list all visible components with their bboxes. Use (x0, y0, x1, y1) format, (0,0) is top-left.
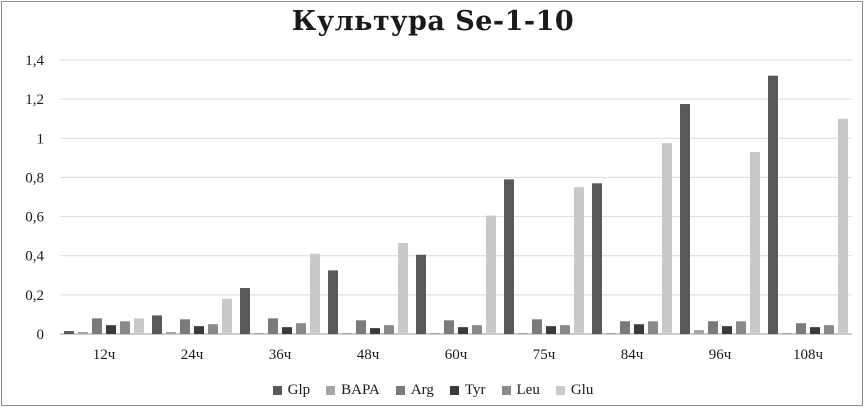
legend-label: Tyr (464, 382, 486, 398)
bar (78, 332, 88, 334)
bar (782, 333, 792, 334)
bar (504, 179, 514, 334)
legend-label: Glp (287, 382, 311, 398)
bar (370, 328, 380, 334)
bar (120, 321, 130, 334)
bar (458, 327, 468, 334)
legend-item: Tyr (449, 382, 486, 399)
x-axis-ticks: 12ч 24ч 36ч 48ч 60ч 75ч 84ч 96ч 108ч (93, 347, 824, 363)
legend-item: Arg (395, 382, 434, 399)
bar (750, 151, 760, 334)
bar (810, 327, 820, 334)
bar (398, 242, 408, 334)
legend-swatch (555, 386, 565, 395)
legend: Glp BAPA Arg Tyr Leu Glu (0, 382, 866, 399)
legend-item: BAPA (326, 382, 380, 399)
bar (532, 319, 542, 334)
bar (152, 315, 162, 334)
legend-label: BAPA (341, 382, 380, 398)
x-tick-label: 60ч (445, 347, 468, 363)
bar (838, 118, 848, 334)
bar (254, 333, 264, 334)
legend-swatch (326, 386, 336, 395)
bar (694, 330, 704, 334)
legend-item: Glu (555, 382, 594, 399)
bar (92, 318, 102, 334)
legend-item: Leu (501, 382, 540, 399)
x-tick-label: 36ч (269, 347, 292, 363)
bar (736, 321, 746, 334)
bar (546, 326, 556, 334)
bar (240, 288, 250, 334)
bar (518, 333, 528, 334)
bar (662, 143, 672, 334)
bar (268, 318, 278, 334)
bar (634, 324, 644, 334)
y-tick-label: 1 (37, 131, 45, 147)
legend-label: Glu (570, 382, 594, 398)
x-tick-label: 96ч (709, 347, 732, 363)
y-axis-ticks: 0 0,2 0,4 0,6 0,8 1 1,2 1,4 (25, 53, 44, 343)
bar (222, 298, 232, 334)
x-tick-label: 48ч (357, 347, 380, 363)
bar (416, 254, 426, 334)
bar (560, 325, 570, 334)
bar (796, 323, 806, 334)
bar (328, 270, 338, 334)
bar (310, 253, 320, 334)
x-tick-label: 108ч (793, 347, 824, 363)
bar (194, 326, 204, 334)
bar (430, 333, 440, 334)
bar (296, 323, 306, 334)
bar (824, 325, 834, 334)
bar (180, 319, 190, 334)
bar (282, 327, 292, 334)
bar (592, 183, 602, 334)
bar (648, 321, 658, 334)
bar (356, 320, 366, 334)
x-tick-label: 24ч (181, 347, 204, 363)
legend-swatch (501, 386, 511, 395)
bar (384, 325, 394, 334)
y-tick-label: 0,8 (25, 170, 44, 186)
y-tick-label: 0,2 (25, 288, 44, 304)
gridlines (60, 59, 852, 335)
legend-swatch (272, 386, 282, 395)
bar (486, 215, 496, 334)
bar (722, 326, 732, 334)
legend-item: Glp (272, 382, 311, 399)
bar (708, 321, 718, 334)
legend-swatch (449, 386, 459, 395)
bar (620, 321, 630, 334)
bar (680, 104, 690, 335)
bar (606, 333, 616, 334)
y-tick-label: 0 (37, 327, 45, 343)
bar (342, 333, 352, 334)
bar (134, 318, 144, 334)
y-tick-label: 1,4 (25, 53, 44, 69)
x-tick-label: 75ч (533, 347, 556, 363)
bars (64, 75, 848, 335)
bar (768, 75, 778, 335)
bar (444, 320, 454, 334)
y-tick-label: 0,6 (25, 210, 44, 226)
legend-label: Arg (410, 382, 434, 398)
chart-title: Культура Se-1-10 (291, 6, 575, 37)
x-tick-label: 12ч (93, 347, 116, 363)
x-tick-label: 84ч (621, 347, 644, 363)
legend-label: Leu (516, 382, 540, 398)
bar (166, 332, 176, 334)
bar (64, 331, 74, 334)
y-tick-label: 0,4 (25, 249, 44, 265)
bar (106, 325, 116, 334)
bar (574, 187, 584, 334)
bar (208, 324, 218, 334)
y-tick-label: 1,2 (25, 92, 44, 108)
legend-swatch (395, 386, 405, 395)
bar (472, 325, 482, 334)
